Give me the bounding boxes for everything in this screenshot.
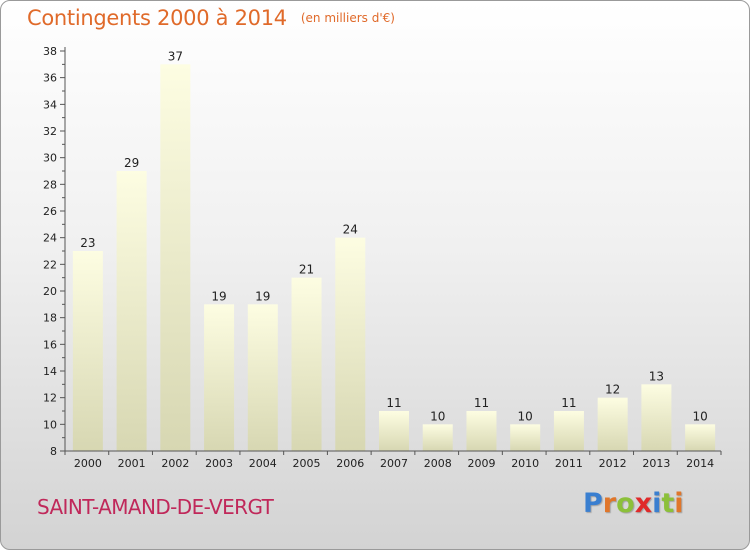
bar <box>466 411 497 451</box>
y-tick-label: 26 <box>43 205 57 218</box>
bar <box>335 237 366 451</box>
x-tick-label: 2013 <box>642 457 670 470</box>
x-tick-label: 2004 <box>249 457 277 470</box>
y-tick-label: 30 <box>43 152 57 165</box>
bar <box>160 64 191 452</box>
x-tick-label: 2008 <box>424 457 452 470</box>
x-axis: 2000 2001 2002 2003 2004 2005 2006 2007 2008 2009… <box>64 450 722 470</box>
y-tick-label: 14 <box>43 365 57 378</box>
x-tick-label: 2005 <box>293 457 321 470</box>
chart-subtitle: (en milliers d'€) <box>300 11 395 25</box>
bar-value-label: 37 <box>168 49 183 63</box>
logo-letter: i <box>674 488 684 519</box>
x-tick-label: 2003 <box>205 457 233 470</box>
bar <box>553 411 584 451</box>
y-tick-label: 28 <box>43 178 57 191</box>
value-labels-group: 23 29 37 19 19 21 24 11 10 11 10 11 12 13 10 <box>80 49 708 423</box>
y-tick-label: 24 <box>43 232 57 245</box>
bar <box>597 397 628 451</box>
y-tick-label: 36 <box>43 72 57 85</box>
bar <box>291 277 322 451</box>
bar-value-label: 24 <box>343 223 358 237</box>
x-tick-label: 2002 <box>161 457 189 470</box>
bar-value-label: 19 <box>211 289 226 303</box>
y-tick-label: 12 <box>43 392 57 405</box>
bar <box>422 424 453 451</box>
bar <box>247 304 278 451</box>
y-tick-label: 38 <box>43 45 57 58</box>
bar-value-label: 10 <box>430 409 445 423</box>
bar-value-label: 11 <box>561 396 576 410</box>
x-tick-label: 2009 <box>467 457 495 470</box>
y-axis: 8 10 12 14 16 18 20 22 24 26 28 30 32 34 36 38 <box>43 45 66 458</box>
logo-letter: P <box>583 488 603 519</box>
y-tick-label: 16 <box>43 338 57 351</box>
y-tick-label: 22 <box>43 258 57 271</box>
y-tick-label: 10 <box>43 418 57 431</box>
title-block: Contingents 2000 à 2014 (en milliers d'€) <box>27 6 395 30</box>
x-tick-label: 2006 <box>336 457 364 470</box>
logo-letter: x <box>634 488 653 519</box>
logo-letter: r <box>602 488 617 519</box>
proxiti-logo[interactable]: Proxiti <box>583 488 684 519</box>
x-tick-label: 2011 <box>555 457 583 470</box>
x-tick-label: 2007 <box>380 457 408 470</box>
y-tick-label: 8 <box>50 445 57 458</box>
bar <box>641 384 672 451</box>
bar-value-label: 13 <box>649 369 664 383</box>
logo-letter: i <box>652 488 662 519</box>
x-tick-label: 2012 <box>599 457 627 470</box>
bar <box>685 424 716 451</box>
x-tick-label: 2010 <box>511 457 539 470</box>
bar <box>204 304 235 451</box>
y-tick-label: 32 <box>43 125 57 138</box>
chart-title: Contingents 2000 à 2014 <box>27 6 287 30</box>
y-tick-label: 34 <box>43 98 57 111</box>
bar-value-label: 29 <box>124 156 139 170</box>
y-tick-label: 18 <box>43 312 57 325</box>
logo-letter: t <box>661 488 675 519</box>
x-tick-label: 2014 <box>686 457 714 470</box>
bar-value-label: 12 <box>605 383 620 397</box>
bar-value-label: 11 <box>474 396 489 410</box>
bar <box>379 411 409 451</box>
bar-value-label: 10 <box>692 409 707 423</box>
bar <box>72 251 103 451</box>
commune-name: SAINT-AMAND-DE-VERGT <box>37 495 274 519</box>
x-tick-label: 2001 <box>118 457 146 470</box>
logo-letter: o <box>616 488 635 519</box>
bar-value-label: 10 <box>518 409 533 423</box>
bars-group <box>72 64 716 452</box>
bar-value-label: 11 <box>386 396 401 410</box>
y-tick-label: 20 <box>43 285 57 298</box>
bar-value-label: 19 <box>255 289 270 303</box>
bar <box>510 424 541 451</box>
x-tick-label: 2000 <box>74 457 102 470</box>
bar-value-label: 23 <box>80 236 95 250</box>
bar <box>116 171 147 451</box>
bar-value-label: 21 <box>299 263 314 277</box>
